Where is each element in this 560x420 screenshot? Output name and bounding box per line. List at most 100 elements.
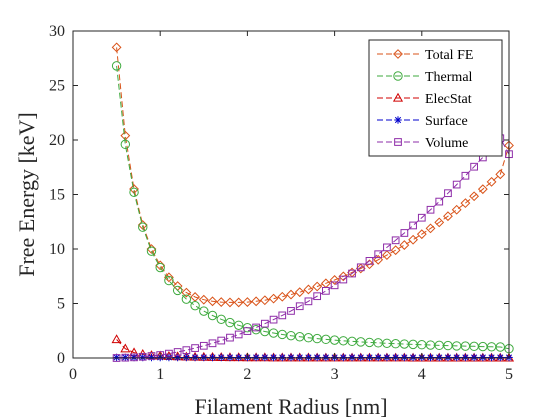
data-point — [130, 353, 138, 362]
series-thermal — [111, 61, 514, 354]
legend-entry: Total FE — [377, 48, 473, 63]
data-point — [111, 334, 122, 344]
data-point — [278, 311, 287, 320]
data-point — [348, 269, 356, 278]
data-point — [191, 344, 199, 352]
data-point — [120, 139, 131, 150]
y-tick-label: 10 — [49, 241, 65, 258]
data-point — [434, 217, 445, 228]
data-point — [252, 353, 260, 362]
data-point — [426, 205, 435, 214]
data-point — [435, 197, 444, 206]
data-point — [374, 250, 383, 259]
y-axis-label: Free Energy [keV] — [14, 112, 39, 277]
x-tick-label: 3 — [331, 366, 339, 383]
y-tick-label: 25 — [49, 78, 65, 95]
series-line — [116, 137, 510, 359]
data-point — [111, 42, 122, 53]
data-point — [216, 314, 226, 325]
data-point — [120, 343, 131, 353]
data-point — [217, 353, 226, 362]
data-point — [277, 291, 288, 302]
data-point — [233, 320, 244, 330]
data-point — [138, 222, 148, 232]
data-point — [322, 286, 330, 295]
data-point — [217, 336, 226, 345]
data-point — [426, 353, 435, 362]
data-point — [164, 275, 174, 286]
data-point — [461, 353, 470, 362]
data-point — [233, 297, 244, 308]
data-point — [259, 295, 270, 306]
data-point — [287, 353, 295, 362]
data-point — [269, 353, 278, 362]
data-point — [479, 353, 487, 362]
legend-marker — [393, 49, 403, 59]
data-point — [198, 294, 209, 305]
data-point — [408, 234, 418, 245]
data-point — [226, 333, 234, 342]
y-tick-label: 20 — [49, 132, 65, 149]
data-point — [477, 184, 488, 195]
data-point — [312, 281, 323, 292]
data-point — [147, 352, 156, 360]
data-point — [470, 162, 478, 171]
data-point — [313, 292, 322, 301]
data-point — [452, 353, 461, 362]
data-point — [365, 353, 374, 362]
data-point — [355, 263, 366, 274]
data-point — [487, 353, 496, 362]
data-point — [173, 353, 182, 362]
data-point — [329, 275, 340, 285]
data-point — [155, 262, 165, 273]
data-point — [295, 353, 304, 362]
data-point — [416, 229, 427, 240]
legend-label: Surface — [425, 114, 468, 129]
data-point — [225, 297, 235, 308]
legend: Total FE Thermal ElecStat Surface Volume — [368, 39, 503, 157]
data-point — [129, 187, 139, 198]
data-point — [138, 353, 147, 362]
data-point — [208, 353, 217, 362]
data-point — [400, 229, 409, 237]
data-point — [444, 353, 452, 362]
data-point — [252, 323, 260, 332]
data-point — [278, 353, 287, 362]
data-point — [207, 296, 218, 307]
data-point — [181, 294, 192, 304]
legend-marker — [394, 138, 402, 146]
data-point — [199, 341, 208, 350]
data-point — [269, 315, 278, 324]
data-point — [242, 297, 253, 307]
data-point — [348, 353, 356, 362]
legend-marker — [392, 92, 404, 102]
data-point — [121, 353, 130, 362]
data-point — [251, 296, 262, 307]
data-point — [260, 319, 269, 328]
legend-entry: ElecStat — [377, 92, 472, 107]
data-point — [435, 353, 444, 362]
data-point — [181, 287, 192, 298]
data-point — [243, 327, 252, 335]
data-point — [496, 353, 505, 362]
data-point — [234, 353, 243, 362]
data-point — [304, 353, 313, 362]
axis-layer: 0 1 2 3 4 5 0 5 10 15 20 25 30 — [49, 23, 513, 383]
data-point — [191, 353, 199, 362]
data-point — [400, 353, 409, 362]
data-point — [451, 204, 462, 215]
data-point — [200, 353, 208, 362]
data-point — [226, 353, 234, 362]
data-point — [322, 353, 330, 362]
data-point — [207, 310, 218, 321]
x-tick-label: 1 — [156, 366, 164, 383]
x-tick-label: 4 — [418, 366, 426, 383]
x-tick-label: 5 — [505, 366, 513, 383]
data-point — [495, 169, 506, 180]
data-point — [261, 353, 269, 362]
data-point — [268, 328, 279, 338]
data-point — [390, 245, 401, 256]
data-point — [452, 180, 461, 189]
legend-label: Thermal — [425, 70, 473, 85]
data-point — [399, 240, 410, 250]
